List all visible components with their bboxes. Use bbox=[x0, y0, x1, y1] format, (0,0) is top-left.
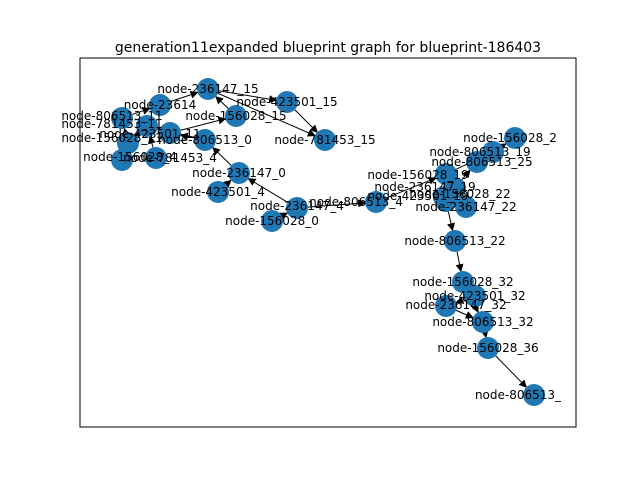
graph-node[interactable] bbox=[466, 151, 488, 173]
node-label: node-806513_25 bbox=[431, 155, 532, 169]
graph-edge bbox=[218, 90, 278, 104]
node-label: node-423501_4 bbox=[171, 185, 265, 199]
graph-edge bbox=[307, 199, 367, 208]
graph-node[interactable] bbox=[149, 94, 171, 116]
graph-node[interactable] bbox=[464, 285, 486, 307]
graph-edge bbox=[217, 92, 316, 137]
graph-edge bbox=[279, 212, 289, 220]
graph-node[interactable] bbox=[117, 132, 139, 154]
graph-node[interactable] bbox=[455, 196, 477, 218]
node-label: node-806513_11 bbox=[61, 109, 162, 123]
graph-node[interactable] bbox=[472, 311, 494, 333]
node-label: node-806513_4 bbox=[309, 195, 403, 209]
graph-node[interactable] bbox=[482, 141, 504, 163]
node-label: node-156028_15 bbox=[185, 109, 286, 123]
nodes-layer bbox=[111, 78, 545, 406]
graph-edge bbox=[386, 176, 437, 199]
graph-node[interactable] bbox=[477, 337, 499, 359]
graph-node[interactable] bbox=[207, 181, 229, 203]
graph-edge bbox=[180, 116, 227, 131]
graph-node[interactable] bbox=[314, 129, 336, 151]
graph-node[interactable] bbox=[228, 162, 250, 184]
graph-edge bbox=[294, 109, 318, 133]
node-label: node-781453_15 bbox=[274, 133, 375, 147]
node-label: node-156028_0 bbox=[225, 214, 319, 228]
graph-edge bbox=[122, 127, 131, 137]
graph-title: generation11expanded blueprint graph for… bbox=[115, 40, 541, 56]
node-label: node-156028_32 bbox=[412, 275, 513, 289]
graph-node[interactable] bbox=[504, 127, 526, 149]
node-label: node-156028_2 bbox=[463, 131, 557, 145]
node-label: node-423501_19 bbox=[367, 189, 468, 203]
node-label: node-806513_0 bbox=[158, 133, 252, 147]
node-label: node-156028_22 bbox=[409, 187, 510, 201]
graph-node[interactable] bbox=[435, 295, 457, 317]
graph-edge bbox=[455, 309, 474, 319]
graph-node[interactable] bbox=[444, 230, 466, 252]
graph-node[interactable] bbox=[523, 384, 545, 406]
graph-node[interactable] bbox=[225, 105, 247, 127]
node-label: node-236147_22 bbox=[415, 200, 516, 214]
graph-edge bbox=[148, 135, 156, 148]
node-label: node-806513_19 bbox=[429, 145, 530, 159]
node-label: node-806513_32 bbox=[432, 315, 533, 329]
graph-edge bbox=[132, 107, 151, 115]
graph-node[interactable] bbox=[194, 129, 216, 151]
graph-edge bbox=[247, 178, 288, 203]
node-label: node-806513_22 bbox=[404, 234, 505, 248]
graph-node[interactable] bbox=[276, 91, 298, 113]
node-label: node-156028_19 bbox=[367, 168, 468, 182]
node-label: node-156028_11 bbox=[61, 131, 162, 145]
graph-node[interactable] bbox=[145, 147, 167, 169]
node-label: node-236147_32 bbox=[405, 298, 506, 312]
graph-node[interactable] bbox=[435, 190, 457, 212]
graph-node[interactable] bbox=[159, 122, 181, 144]
graph-edge bbox=[170, 90, 199, 102]
node-label: node-236147_4 bbox=[250, 199, 344, 213]
node-label: node-423501_32 bbox=[424, 289, 525, 303]
node-label: node-23614 bbox=[124, 98, 196, 112]
graph-node[interactable] bbox=[286, 197, 308, 219]
labels-layer: node-236147_15node-423501_15node-23614no… bbox=[61, 82, 562, 402]
graph-node[interactable] bbox=[197, 78, 219, 100]
graph-edge bbox=[179, 132, 195, 141]
graph-edge bbox=[447, 211, 455, 232]
graph-node[interactable] bbox=[111, 149, 133, 171]
node-label: node-156028_4 bbox=[83, 150, 177, 164]
graph-node[interactable] bbox=[136, 115, 158, 137]
graph-edge bbox=[212, 146, 232, 166]
graph-edge bbox=[495, 355, 528, 388]
graph-edge bbox=[455, 296, 465, 304]
graph-edge bbox=[461, 169, 471, 180]
node-label: node-806513_ bbox=[475, 388, 562, 402]
node-label: node-236147_19 bbox=[374, 180, 475, 194]
graph-edge bbox=[222, 179, 232, 189]
graph-node[interactable] bbox=[365, 191, 387, 213]
node-label: node-423501_11 bbox=[99, 127, 200, 141]
graph-node[interactable] bbox=[261, 210, 283, 232]
graph-node[interactable] bbox=[111, 107, 133, 129]
node-label: node-423501_15 bbox=[236, 95, 337, 109]
node-label: node-781453_4 bbox=[123, 151, 217, 165]
graph-edge bbox=[215, 95, 229, 109]
node-label: node-781453_11 bbox=[61, 117, 162, 131]
graph-edge bbox=[480, 329, 489, 339]
plot-frame bbox=[79, 57, 577, 428]
node-label: node-236147_15 bbox=[157, 82, 258, 96]
graph-edge bbox=[135, 128, 145, 137]
node-label: node-236147_0 bbox=[192, 166, 286, 180]
graph-edge bbox=[455, 251, 464, 273]
node-label: node-156028_36 bbox=[437, 341, 538, 355]
